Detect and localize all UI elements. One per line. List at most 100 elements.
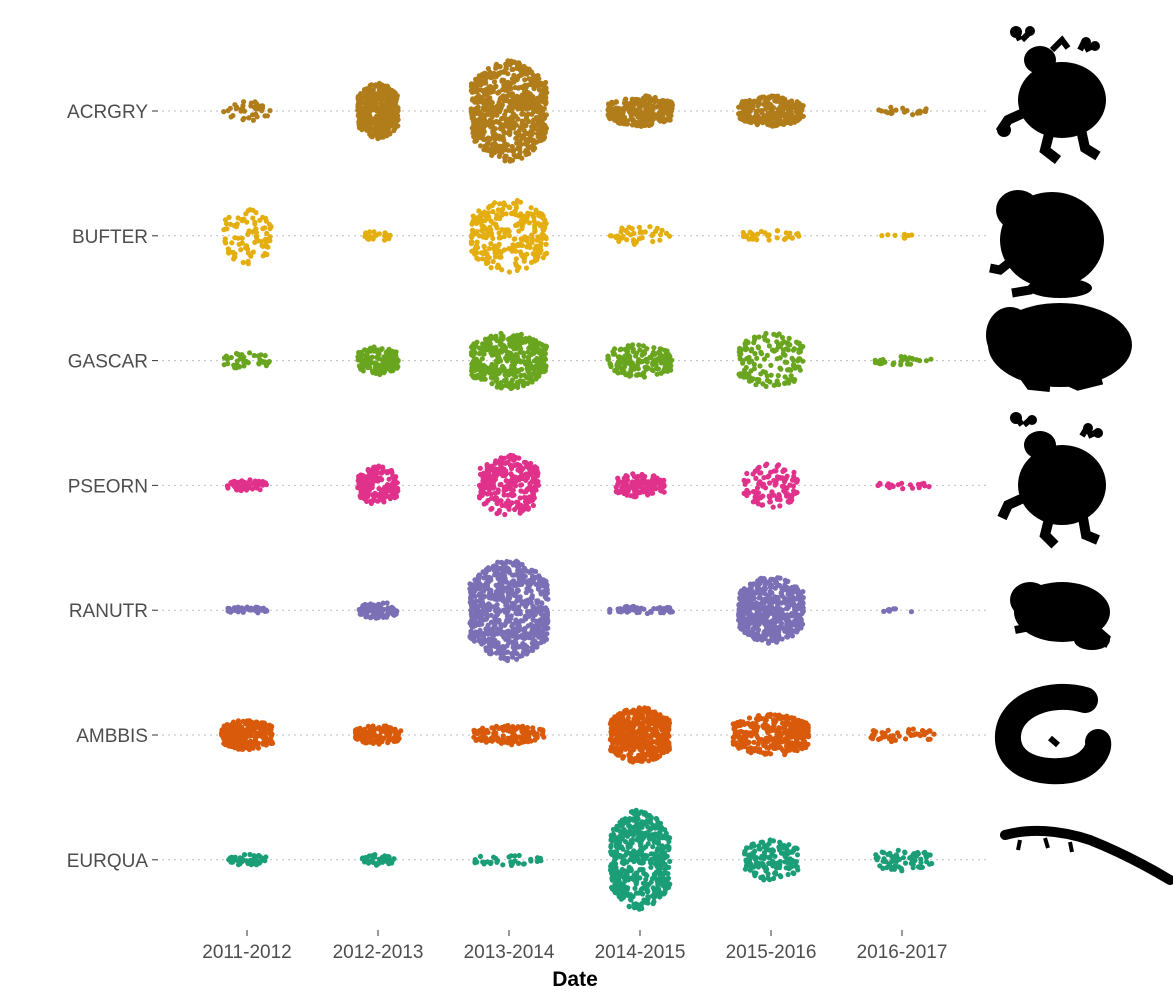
data-point bbox=[481, 346, 487, 352]
data-point bbox=[539, 89, 545, 96]
data-point bbox=[614, 362, 620, 368]
data-point bbox=[760, 483, 766, 489]
data-point bbox=[773, 110, 779, 117]
data-point bbox=[507, 131, 513, 138]
data-point bbox=[468, 106, 474, 112]
data-point bbox=[520, 378, 526, 384]
data-point bbox=[391, 128, 397, 134]
data-point bbox=[518, 502, 524, 508]
data-point bbox=[475, 79, 481, 85]
data-point bbox=[375, 352, 381, 358]
data-point bbox=[483, 638, 489, 644]
data-point bbox=[493, 358, 499, 364]
data-point bbox=[631, 239, 637, 245]
data-point bbox=[523, 472, 529, 478]
data-point bbox=[875, 482, 881, 489]
data-point bbox=[385, 97, 391, 103]
data-point bbox=[385, 122, 391, 128]
data-point bbox=[489, 635, 495, 641]
data-point bbox=[491, 79, 498, 85]
data-point bbox=[749, 346, 755, 352]
data-point bbox=[624, 477, 631, 483]
data-point bbox=[264, 113, 270, 119]
data-point bbox=[779, 475, 786, 481]
data-point bbox=[538, 244, 544, 250]
data-point bbox=[623, 96, 629, 102]
data-point bbox=[363, 352, 369, 358]
data-point bbox=[782, 352, 788, 358]
data-point bbox=[469, 618, 475, 624]
data-point bbox=[756, 464, 762, 470]
data-point bbox=[492, 471, 498, 477]
data-point bbox=[373, 122, 379, 128]
data-point bbox=[494, 567, 501, 573]
data-point bbox=[496, 596, 502, 602]
data-point bbox=[637, 107, 643, 113]
data-point bbox=[760, 502, 766, 508]
data-point bbox=[640, 343, 647, 349]
data-point bbox=[771, 468, 777, 474]
data-point bbox=[485, 73, 491, 79]
data-point bbox=[367, 91, 373, 97]
data-point bbox=[482, 370, 488, 376]
data-point bbox=[468, 87, 474, 94]
data-point bbox=[522, 82, 528, 88]
data-point bbox=[543, 241, 549, 247]
data-point bbox=[523, 498, 530, 504]
data-point bbox=[519, 562, 525, 568]
data-point bbox=[785, 347, 791, 353]
data-point bbox=[766, 343, 773, 349]
data-point bbox=[928, 356, 934, 362]
data-point bbox=[619, 225, 625, 231]
data-point bbox=[393, 474, 399, 480]
data-point bbox=[751, 366, 758, 372]
data-point bbox=[609, 99, 615, 105]
data-point bbox=[779, 483, 786, 489]
data-point bbox=[480, 474, 486, 481]
data-point bbox=[872, 360, 879, 366]
data-point bbox=[359, 127, 365, 133]
data-point bbox=[543, 589, 550, 595]
data-point bbox=[879, 108, 885, 114]
data-point bbox=[628, 366, 634, 372]
data-point bbox=[742, 118, 748, 124]
data-point bbox=[472, 251, 478, 257]
data-point bbox=[760, 381, 766, 387]
data-point bbox=[496, 153, 502, 159]
data-point bbox=[498, 254, 504, 260]
data-point bbox=[488, 479, 494, 485]
data-point bbox=[646, 487, 652, 493]
data-point bbox=[359, 611, 365, 617]
data-point bbox=[535, 598, 541, 604]
data-point bbox=[640, 358, 646, 364]
data-point bbox=[633, 100, 639, 106]
data-point bbox=[487, 95, 493, 101]
data-point bbox=[513, 256, 519, 262]
data-point bbox=[490, 258, 496, 265]
data-point bbox=[239, 240, 245, 246]
data-point bbox=[745, 339, 751, 346]
data-point bbox=[797, 349, 804, 355]
data-point bbox=[533, 210, 540, 216]
data-point bbox=[535, 220, 542, 227]
data-point bbox=[754, 355, 760, 361]
data-point bbox=[477, 637, 483, 643]
data-point bbox=[756, 96, 762, 102]
data-point bbox=[790, 357, 796, 363]
data-point bbox=[481, 244, 487, 250]
data-point bbox=[496, 368, 502, 374]
data-point bbox=[480, 131, 486, 137]
data-point bbox=[234, 487, 240, 493]
data-point bbox=[510, 111, 517, 117]
data-point bbox=[525, 380, 531, 386]
data-point bbox=[519, 155, 525, 161]
data-point bbox=[762, 369, 769, 375]
data-point bbox=[392, 100, 398, 106]
data-point bbox=[507, 343, 514, 349]
data-point bbox=[666, 112, 672, 119]
data-point bbox=[509, 363, 515, 369]
data-point bbox=[483, 260, 490, 266]
data-point bbox=[651, 345, 657, 351]
data-point bbox=[252, 608, 259, 614]
data-point bbox=[222, 217, 229, 223]
